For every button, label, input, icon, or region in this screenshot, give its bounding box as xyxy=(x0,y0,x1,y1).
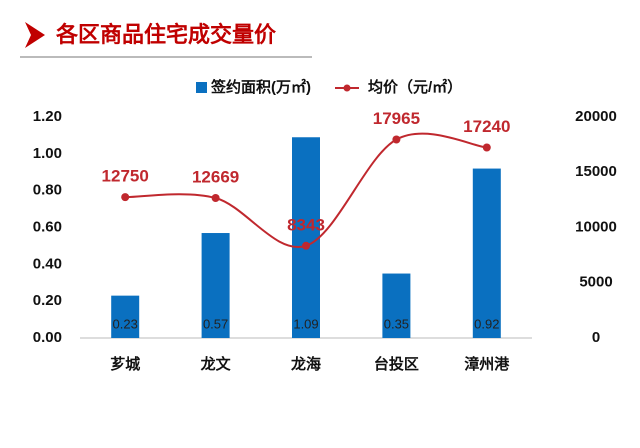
bar xyxy=(292,137,320,338)
bar xyxy=(472,168,501,338)
y2-tick-label: 15000 xyxy=(575,163,617,180)
chart-title: 各区商品住宅成交量价 xyxy=(55,22,277,47)
bar xyxy=(111,295,140,338)
x-tick-label: 龙海 xyxy=(290,355,321,373)
y-tick-label: 1.00 xyxy=(33,145,62,162)
title-arrow xyxy=(25,22,45,48)
line-point xyxy=(392,135,401,144)
line-value-label: 8343 xyxy=(287,215,325,234)
line-value-label: 17240 xyxy=(463,117,510,136)
x-tick-label: 台投区 xyxy=(374,355,419,373)
line-point xyxy=(302,241,310,250)
x-tick-label: 芗城 xyxy=(110,355,140,373)
y-tick-label: 1.20 xyxy=(33,108,62,125)
legend-swatch xyxy=(196,82,207,93)
line-value-label: 12669 xyxy=(192,167,239,186)
bar-value-label: 1.09 xyxy=(293,316,318,331)
y2-tick-label: 10000 xyxy=(575,218,617,235)
y-tick-label: 0.40 xyxy=(33,255,62,272)
bar xyxy=(382,273,411,338)
y2-tick-label: 0 xyxy=(592,329,600,346)
y-tick-label: 0.80 xyxy=(33,182,62,199)
y-tick-label: 0.60 xyxy=(33,218,62,235)
line-point xyxy=(121,193,130,202)
y2-tick-label: 5000 xyxy=(579,274,612,291)
bar xyxy=(201,233,230,338)
y2-tick-label: 20000 xyxy=(575,108,617,125)
line-value-label: 12750 xyxy=(102,167,149,186)
x-tick-label: 漳州港 xyxy=(464,355,510,373)
bar-value-label: 0.92 xyxy=(474,316,499,331)
legend-swatch-point xyxy=(343,84,351,92)
bar-value-label: 0.57 xyxy=(203,316,228,331)
line-point xyxy=(482,143,491,152)
x-tick-label: 龙文 xyxy=(200,355,232,373)
line-point xyxy=(211,194,220,203)
line-value-label: 17965 xyxy=(373,109,420,128)
bar-value-label: 0.35 xyxy=(384,316,409,331)
y-tick-label: 0.00 xyxy=(33,329,62,346)
legend-label: 均价（元/㎡） xyxy=(368,78,462,96)
y-tick-label: 0.20 xyxy=(33,292,62,309)
bar-value-label: 0.23 xyxy=(113,316,138,331)
legend-label: 签约面积(万㎡) xyxy=(210,78,311,96)
